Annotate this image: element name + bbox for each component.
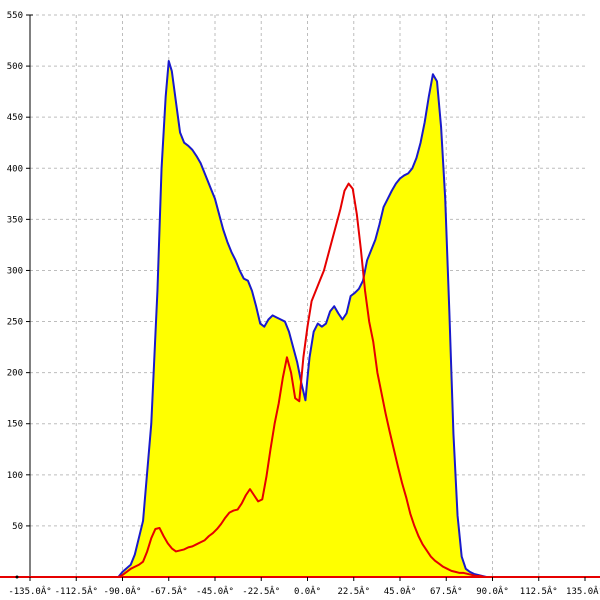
x-tick-label: 112.5Â° <box>520 585 558 597</box>
y-tick-label: 450 <box>7 113 23 123</box>
x-tick-label: 90.0Â° <box>476 585 509 597</box>
origin-dot <box>15 575 19 579</box>
series-1-line <box>30 59 585 578</box>
y-tick-label: 400 <box>7 164 23 174</box>
x-tick-label: -45.0Â° <box>196 585 234 597</box>
x-tick-label: -135.0Â° <box>8 585 51 597</box>
x-tick-label: 67.5Â° <box>430 585 463 597</box>
x-tick-label: -67.5Â° <box>150 585 188 597</box>
y-tick-label: 550 <box>7 11 23 21</box>
x-tick-label: 45.0Â° <box>384 585 417 597</box>
x-tick-label: 0.0Â° <box>294 585 321 597</box>
series-layer <box>30 59 585 578</box>
series-1-area <box>30 60 585 578</box>
series-2-line <box>30 182 585 578</box>
y-tick-label: 350 <box>7 215 23 225</box>
y-tick-label: 250 <box>7 318 23 328</box>
y-tick-label: 150 <box>7 420 23 430</box>
y-tick-label: 300 <box>7 266 23 276</box>
x-tick-label: -90.0Â° <box>104 585 142 597</box>
y-tick-label: 50 <box>12 522 23 532</box>
x-tick-label: -112.5Â° <box>55 585 98 597</box>
x-tick-label: 22.5Â° <box>337 585 370 597</box>
x-tick-label: 135.0Â° <box>566 585 600 597</box>
y-tick-label: 100 <box>7 471 23 481</box>
axes <box>0 14 600 581</box>
y-tick-label: 200 <box>7 369 23 379</box>
x-tick-label: -22.5Â° <box>242 585 280 597</box>
y-tick-label: 500 <box>7 62 23 72</box>
tick-labels: 50 100 150 200 250 300 350 400 450 500 550 -135.0Â°… <box>7 11 600 597</box>
